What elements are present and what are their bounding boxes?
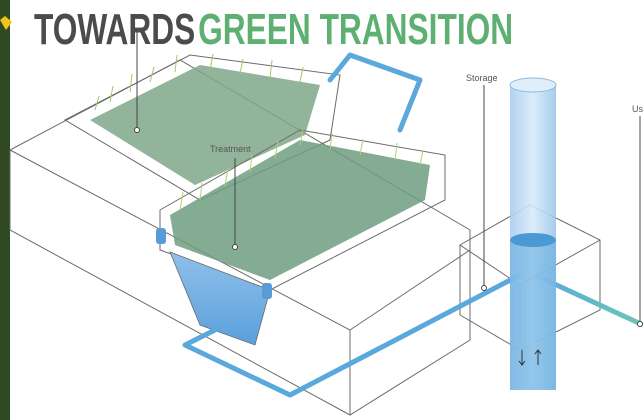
water <box>510 240 556 390</box>
column-top <box>509 77 557 93</box>
callout-dot <box>134 127 140 133</box>
grass <box>179 128 424 211</box>
water-surface <box>510 233 556 247</box>
pipe <box>327 52 423 133</box>
label: Treatment <box>210 144 251 154</box>
callout-dot <box>232 244 238 250</box>
flow-arrows <box>518 349 542 366</box>
outlet <box>156 228 166 244</box>
pipe <box>182 272 523 398</box>
funnel <box>169 251 271 346</box>
upper-bed-plants <box>90 65 320 185</box>
treatment-frame <box>159 129 446 291</box>
photo-strip <box>0 0 10 420</box>
upper-bed-frame <box>63 54 341 201</box>
title-green: GREEN TRANSITION <box>198 5 513 54</box>
callout-dot <box>481 285 487 291</box>
callout-dot <box>637 321 643 327</box>
grass <box>94 53 304 111</box>
title-dark: TOWARDS <box>34 5 195 54</box>
outlet <box>262 283 272 299</box>
label: Storage <box>466 73 498 83</box>
title: TOWARDS GREEN TRANSITION <box>34 5 513 54</box>
base-edge <box>349 249 471 331</box>
star <box>0 16 12 30</box>
label: Us <box>632 104 643 114</box>
